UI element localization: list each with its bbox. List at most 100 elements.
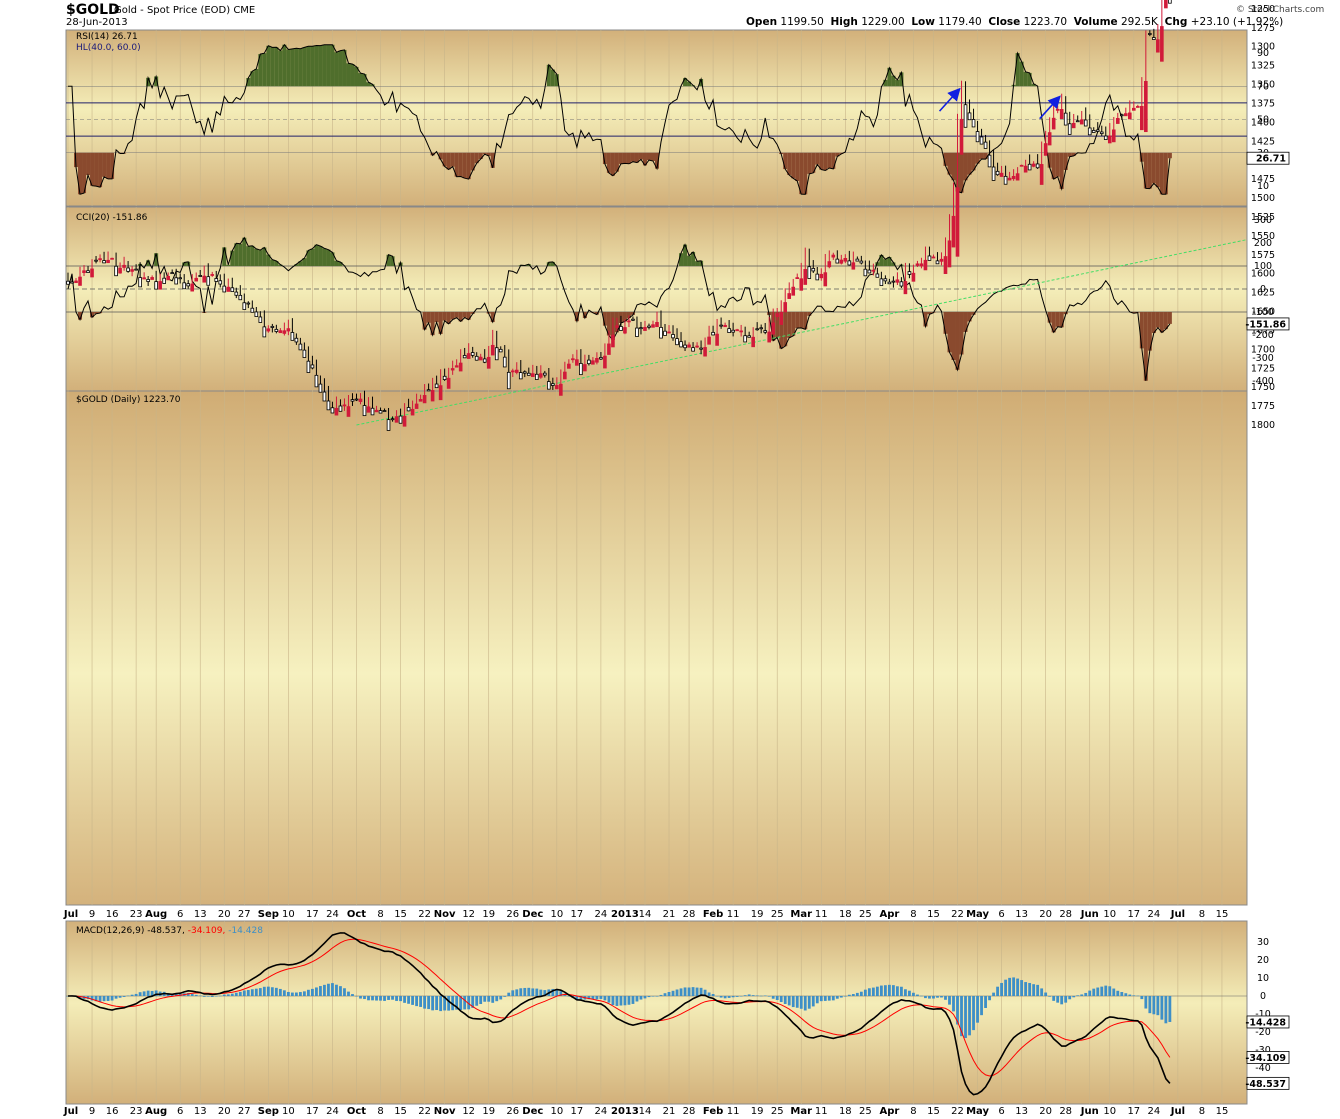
candle-body	[643, 326, 647, 331]
cci-tick-label: -300	[1252, 353, 1274, 364]
candle-body	[66, 280, 70, 285]
volume-label: Volume	[1073, 16, 1118, 28]
candle-body	[639, 327, 643, 330]
candle-body	[827, 261, 832, 268]
date-tick-label: Aug	[145, 1106, 167, 1117]
histogram-bar	[202, 996, 206, 997]
histogram-bar	[154, 990, 158, 996]
histogram-bar	[138, 992, 142, 996]
histogram-bar	[751, 995, 755, 996]
histogram-bar	[819, 996, 823, 1002]
candle-body	[599, 357, 603, 360]
histogram-bar	[323, 984, 326, 996]
candle-body	[1111, 129, 1116, 143]
candle-body	[390, 418, 395, 421]
candle-body	[374, 409, 379, 413]
candle-body	[787, 293, 792, 299]
candle-body	[747, 335, 751, 338]
candle-body	[771, 322, 775, 335]
histogram-bar	[575, 996, 579, 1000]
histogram-bar	[194, 994, 198, 996]
histogram-bar	[1136, 995, 1140, 997]
date-tick-label: 15	[394, 1106, 407, 1117]
candle-body	[815, 273, 820, 281]
histogram-bar	[811, 996, 815, 1007]
candle-body	[567, 363, 571, 369]
date-tick-label: 14	[639, 1106, 652, 1117]
histogram-bar	[1112, 988, 1116, 996]
date-tick-label: Mar	[790, 909, 812, 920]
date-tick-label: Sep	[258, 909, 279, 920]
histogram-bar	[226, 994, 230, 996]
date-tick-label: 17	[570, 1106, 583, 1117]
cci-indicator	[66, 236, 1247, 381]
candle-body	[382, 410, 387, 412]
cci-legend: CCI(20) -151.86	[76, 213, 148, 223]
candle-body	[715, 333, 719, 346]
candle-body	[1144, 80, 1148, 133]
candle-body	[967, 112, 972, 121]
date-tick-label: 28	[1059, 909, 1072, 920]
candle-body	[1123, 113, 1128, 117]
histogram-bar	[879, 985, 883, 996]
histogram-bar	[1028, 982, 1032, 996]
histogram-bar	[747, 994, 751, 996]
date-tick-label: 18	[839, 909, 852, 920]
histogram-bar	[210, 996, 214, 997]
candle-body	[807, 266, 812, 279]
date-tick-label: 10	[282, 1106, 295, 1117]
candle-body	[414, 403, 419, 409]
candle-body	[871, 269, 876, 272]
candle-body	[627, 320, 631, 323]
histogram-bar	[988, 996, 991, 1001]
candle-body	[342, 404, 347, 407]
candle-body	[1003, 175, 1008, 185]
histogram-bar	[703, 989, 707, 996]
histogram-bar	[198, 995, 202, 997]
candle-body	[679, 341, 683, 348]
macd-tick-label: -30	[1255, 1045, 1271, 1056]
candle-body	[354, 398, 359, 401]
date-tick-label: 13	[194, 909, 207, 920]
histogram-bar	[439, 996, 443, 1012]
price-tick-label: 1650	[1251, 307, 1275, 318]
candle-body	[346, 406, 351, 417]
histogram-bar	[843, 996, 847, 997]
candle-body	[791, 286, 796, 296]
cci-tick-label: -200	[1252, 330, 1274, 341]
candle-body	[498, 348, 503, 353]
candle-body	[571, 358, 575, 361]
candle-body	[274, 328, 279, 332]
date-tick-label: 15	[1216, 1106, 1229, 1117]
macd-last-value-box	[1246, 1076, 1290, 1090]
date-tick-label: 11	[727, 1106, 740, 1117]
histogram-bar	[262, 986, 266, 996]
histogram-bar	[254, 988, 258, 996]
candle-body	[450, 368, 455, 371]
date-tick-label: 6	[998, 909, 1004, 920]
histogram-bar	[936, 996, 939, 998]
histogram-bar	[331, 983, 334, 996]
rsi-legend: RSI(14) 26.71	[76, 32, 138, 42]
histogram-bar	[507, 992, 511, 996]
cci-panel	[65, 206, 1248, 392]
histogram-bar	[1160, 996, 1164, 1020]
candle-body	[851, 262, 856, 270]
histogram-bar	[663, 993, 667, 996]
price-panel	[65, 390, 1248, 906]
histogram-bar	[763, 995, 767, 997]
candle-body	[502, 356, 507, 368]
histogram-bar	[371, 996, 374, 1001]
date-tick-label: 24	[1147, 909, 1160, 920]
histogram-bar	[339, 986, 342, 996]
histogram-bar	[623, 996, 627, 1006]
histogram-bar	[98, 996, 102, 1002]
candle-body	[202, 275, 207, 283]
histogram-bar	[491, 996, 495, 1003]
price-tick-label: 1700	[1251, 344, 1275, 355]
candle-body	[811, 268, 816, 272]
candle-body	[310, 364, 315, 369]
candle-body	[923, 259, 928, 271]
histogram-bar	[298, 992, 302, 996]
candle-body	[795, 277, 800, 280]
